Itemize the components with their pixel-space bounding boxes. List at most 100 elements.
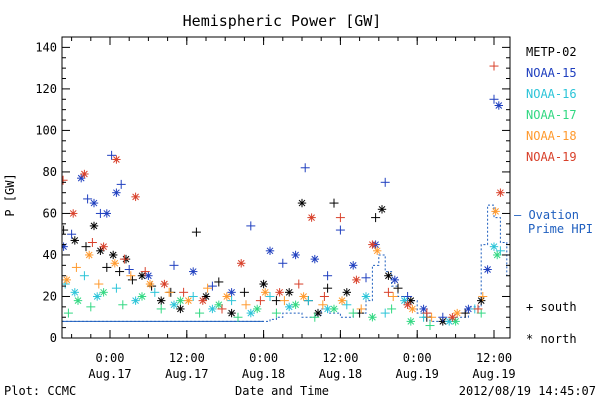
noaa-18-point-south <box>427 312 437 322</box>
star-d2 <box>378 205 386 213</box>
noaa-18-point-south <box>356 304 366 314</box>
noaa-15-point-north <box>390 275 399 285</box>
noaa-18-point-north <box>491 207 500 216</box>
x-tick-time-label: 12:00 <box>169 351 205 365</box>
y-tick-label: 60 <box>43 206 57 220</box>
noaa-18-point-south <box>164 287 174 297</box>
star-d2 <box>97 247 104 255</box>
noaa-16-point-south <box>303 296 313 306</box>
star-d2 <box>146 280 154 288</box>
star-d2 <box>300 293 307 300</box>
star-d2 <box>353 276 360 284</box>
x-tick-date-label: Aug.17 <box>88 367 131 381</box>
metp-02-point-south <box>371 213 381 223</box>
star-d2 <box>215 301 223 309</box>
noaa-19-point-south <box>217 304 227 314</box>
noaa-19-point-south <box>87 238 97 248</box>
noaa-19-point-north <box>112 155 121 164</box>
star-d2 <box>445 318 453 325</box>
x-tick-date-label: Aug.19 <box>472 367 515 381</box>
noaa-19-point-south <box>179 287 189 297</box>
noaa-15-point-north <box>89 198 99 208</box>
metp-02-point-north <box>259 279 268 289</box>
y-tick-label: 0 <box>50 331 57 345</box>
x-tick-time-label: 0:00 <box>96 351 125 365</box>
star-d2 <box>401 297 408 304</box>
star-d2 <box>177 297 184 304</box>
noaa-15-point-south <box>300 163 310 173</box>
noaa-18-point-north <box>222 292 231 301</box>
star-d2 <box>202 293 210 300</box>
noaa-19-point-south <box>422 308 432 318</box>
star-d2 <box>81 170 88 178</box>
noaa-19-point-north <box>403 300 412 309</box>
noaa-16-point-north <box>361 292 371 301</box>
star-d2 <box>407 297 415 304</box>
noaa-15-point-north <box>291 250 300 260</box>
noaa-15-point-south <box>116 179 126 189</box>
metp-02-point-south <box>393 283 403 293</box>
legend-ovation-label: — Ovation <box>514 208 579 222</box>
noaa-17-point-north <box>73 296 83 305</box>
legend: METP-02 NOAA-15 NOAA-16 NOAA-17 NOAA-18 NOAA-… <box>514 45 593 346</box>
noaa-18-point-north <box>184 296 193 305</box>
noaa-15-point-south <box>438 312 448 322</box>
metp-02-point-north <box>227 308 236 318</box>
noaa-15-point-north <box>265 246 275 256</box>
noaa-18-point-north <box>299 292 308 301</box>
noaa-19-point-north <box>99 242 108 251</box>
noaa-17-point-south <box>271 308 281 318</box>
metp-02-point-north <box>176 304 185 314</box>
noaa-18-point-north <box>337 296 347 305</box>
star-d2 <box>103 210 111 217</box>
star-d2 <box>111 259 119 267</box>
star-d2 <box>373 247 381 255</box>
noaa-15-point-south <box>246 221 256 231</box>
noaa-15-point-north <box>102 209 111 218</box>
x-tick-date-label: Aug.19 <box>396 367 439 381</box>
star-d2 <box>77 174 85 182</box>
star-d2 <box>497 189 504 197</box>
star-d2 <box>223 293 231 300</box>
noaa-16-point-south <box>79 271 89 281</box>
x-tick-date-label: Aug.18 <box>242 367 285 381</box>
noaa-16-point-south <box>380 308 390 318</box>
star-d2 <box>343 288 351 296</box>
star-d2 <box>285 303 293 311</box>
star-d2 <box>253 305 261 313</box>
noaa-16-point-north <box>70 288 79 297</box>
star-d2 <box>266 247 274 255</box>
y-tick-label: 140 <box>35 40 57 54</box>
noaa-17-point-south <box>86 302 96 312</box>
noaa-18-point-south <box>94 279 104 289</box>
metp-02-point-south <box>127 275 137 285</box>
noaa-19-point-south <box>119 254 129 264</box>
noaa-17-point-south <box>63 308 73 318</box>
star-d2 <box>285 288 293 296</box>
star-d2 <box>199 297 207 304</box>
noaa-16-point-north <box>489 242 499 251</box>
noaa-15-point-south <box>278 258 288 268</box>
noaa-17-point-south <box>118 300 128 310</box>
noaa-19-point-north <box>160 279 169 289</box>
star-d2 <box>420 305 427 313</box>
star-d2 <box>85 251 93 259</box>
noaa-18-point-south <box>71 262 81 272</box>
noaa-15-point-north <box>62 242 68 251</box>
noaa-18-point-south <box>241 300 251 310</box>
noaa-17-point-north <box>99 288 108 297</box>
star-d2 <box>452 318 459 325</box>
noaa-19-point-south <box>383 287 393 297</box>
star-d2 <box>407 318 415 325</box>
noaa-16-point-north <box>169 300 179 309</box>
star-d2 <box>391 276 399 284</box>
noaa-19-point-south <box>294 279 304 289</box>
legend-noaa-15: NOAA-15 <box>526 66 577 80</box>
metp-02-point-south <box>81 242 91 252</box>
star-d2 <box>449 313 456 321</box>
noaa-19-point-south <box>62 175 68 185</box>
noaa-15-point-south <box>83 194 93 204</box>
metp-02-point-north <box>384 271 393 280</box>
noaa-15-point-north <box>189 267 198 276</box>
